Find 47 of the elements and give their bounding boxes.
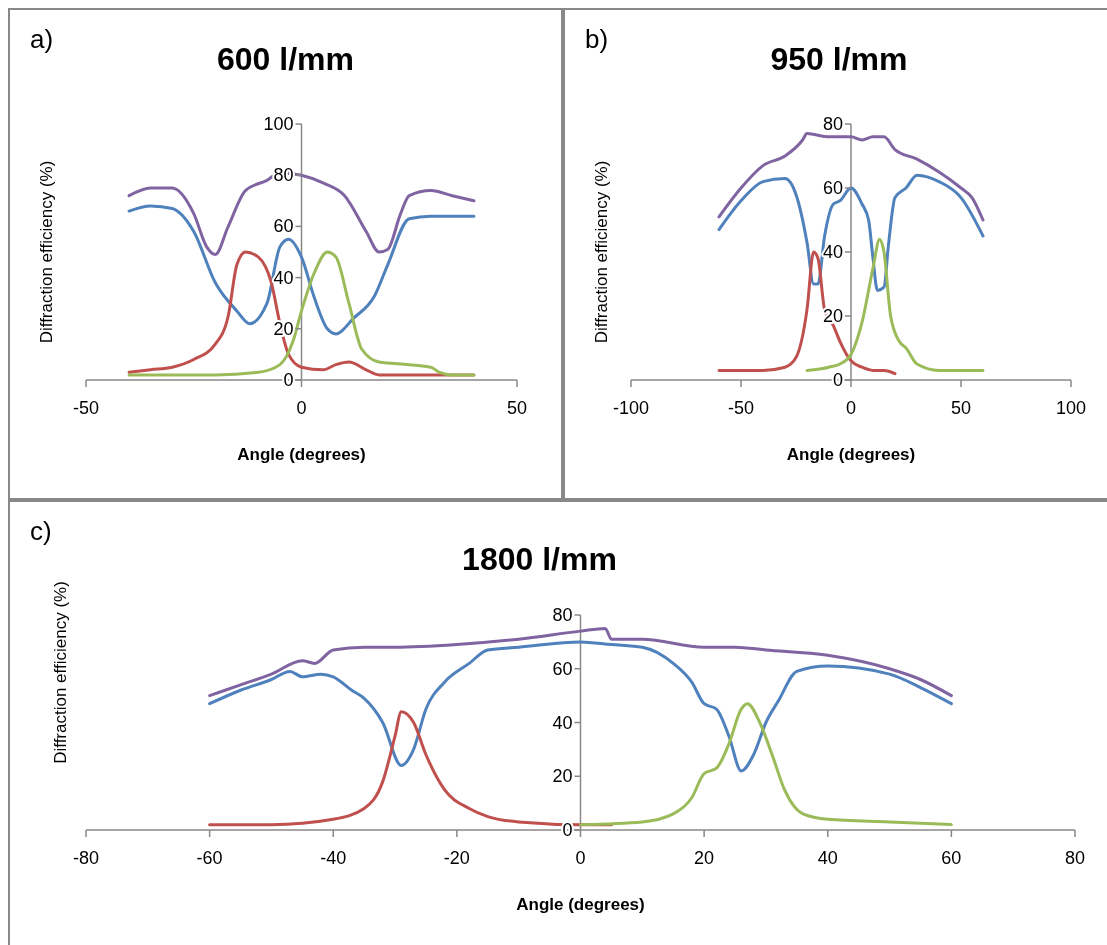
y-axis-title: Diffraction efficiency (%): [592, 160, 611, 344]
x-axis-title: Angle (degrees): [786, 445, 916, 464]
chart-title: 950 l/mm: [770, 41, 908, 77]
x-axis-title: Angle (degrees): [237, 445, 366, 464]
text: c): [30, 516, 52, 546]
y-tick-label: 0: [283, 370, 294, 390]
chart-title: 600 l/mm: [217, 41, 354, 77]
y-tick-label: 60: [822, 178, 843, 198]
x-tick-label: -50: [72, 398, 100, 418]
y-tick-label: 60: [273, 216, 294, 237]
x-tick-label: -80: [72, 848, 100, 868]
line-series: [805, 237, 985, 372]
y-tick-label: 80: [822, 114, 843, 134]
chart-title: 1800 l/mm: [462, 541, 617, 577]
text: a): [30, 24, 54, 54]
x-tick-label: -20: [443, 848, 470, 868]
y-tick-label: 40: [273, 267, 294, 288]
x-tick-label: 80: [1064, 848, 1086, 868]
x-tick-label: 50: [950, 398, 972, 418]
line-series: [127, 204, 476, 336]
line-series: [717, 132, 985, 222]
x-tick-label: -60: [196, 848, 223, 868]
x-tick-label: -100: [612, 398, 650, 418]
x-tick-label: 0: [845, 398, 857, 418]
y-tick-label: 100: [263, 114, 294, 134]
x-tick-label: 50: [506, 398, 528, 418]
x-tick-label: 60: [941, 848, 962, 868]
y-tick-label: 80: [552, 605, 573, 625]
line-series: [579, 702, 953, 827]
y-tick-label: 40: [822, 242, 843, 262]
x-tick-label: -40: [320, 848, 347, 868]
x-tick-label: -50: [727, 398, 755, 418]
x-axis-title: Angle (degrees): [516, 895, 645, 914]
line-series: [717, 173, 985, 292]
x-tick-label: 0: [296, 398, 307, 418]
y-tick-label: 40: [552, 712, 573, 733]
y-axis-title: Diffraction efficiency (%): [51, 581, 70, 764]
y-axis-title: Diffraction efficiency (%): [37, 160, 56, 344]
x-tick-label: 100: [1055, 398, 1087, 418]
text: b): [585, 24, 609, 54]
x-tick-label: 0: [575, 848, 586, 868]
y-tick-label: 60: [552, 658, 573, 679]
x-tick-label: 20: [694, 848, 715, 868]
y-tick-label: 0: [832, 370, 843, 390]
y-tick-label: 0: [562, 820, 573, 840]
line-series: [208, 626, 953, 698]
y-tick-label: 20: [552, 766, 573, 787]
